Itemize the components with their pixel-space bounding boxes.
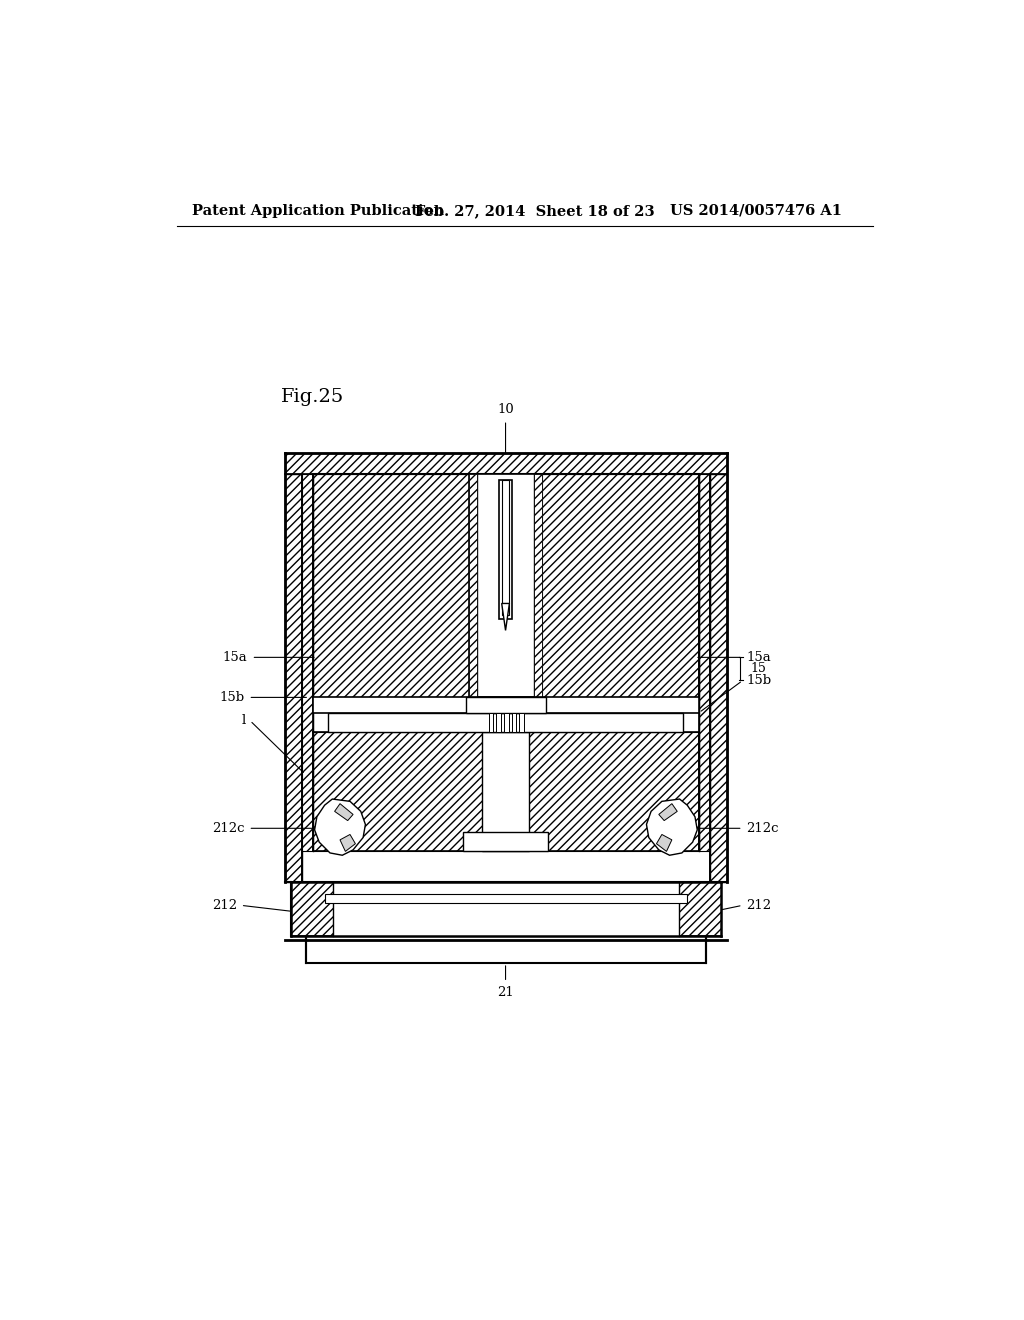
Bar — [301, 474, 313, 851]
Bar — [291, 882, 333, 936]
Bar — [519, 713, 524, 733]
Bar — [291, 882, 721, 936]
Bar — [512, 713, 516, 733]
Bar — [285, 453, 727, 474]
Text: Fig.25: Fig.25 — [281, 388, 344, 407]
Text: 15b: 15b — [746, 675, 772, 686]
Bar — [463, 832, 548, 851]
Bar — [499, 480, 512, 619]
Bar — [535, 474, 542, 697]
Bar — [313, 733, 698, 851]
Bar — [679, 882, 721, 936]
Polygon shape — [502, 603, 509, 631]
Bar — [698, 882, 721, 936]
Text: 21: 21 — [498, 986, 514, 999]
Bar — [326, 894, 686, 903]
Bar — [679, 882, 721, 936]
Text: US 2014/0057476 A1: US 2014/0057476 A1 — [670, 203, 842, 218]
Text: 15b: 15b — [219, 690, 245, 704]
Polygon shape — [646, 799, 697, 855]
Text: Feb. 27, 2014  Sheet 18 of 23: Feb. 27, 2014 Sheet 18 of 23 — [416, 203, 655, 218]
Bar — [502, 480, 509, 615]
Text: 212c: 212c — [212, 822, 245, 834]
Bar — [291, 882, 313, 936]
Polygon shape — [340, 834, 355, 851]
Text: 15a: 15a — [746, 651, 771, 664]
Bar — [497, 713, 501, 733]
Text: 212c: 212c — [746, 822, 779, 834]
Bar — [469, 474, 477, 697]
Text: 15a: 15a — [223, 651, 248, 664]
Bar — [711, 474, 727, 882]
Polygon shape — [335, 804, 353, 821]
Bar — [329, 713, 683, 733]
Bar — [291, 882, 333, 936]
Polygon shape — [656, 834, 672, 851]
Bar — [285, 474, 301, 882]
Bar — [313, 474, 469, 697]
Text: 212: 212 — [212, 899, 237, 912]
Text: Patent Application Publication: Patent Application Publication — [193, 203, 444, 218]
Bar — [488, 713, 494, 733]
Bar — [466, 697, 546, 713]
Text: l: l — [242, 714, 246, 727]
Polygon shape — [658, 804, 677, 821]
Bar — [542, 474, 698, 697]
Text: 15: 15 — [751, 663, 766, 676]
Text: 212: 212 — [746, 899, 772, 912]
Bar — [698, 474, 711, 851]
Bar — [306, 936, 706, 964]
Bar — [313, 697, 698, 713]
Bar — [469, 474, 542, 697]
Bar — [504, 713, 509, 733]
Bar — [333, 882, 679, 936]
Polygon shape — [314, 799, 366, 855]
Bar — [482, 733, 528, 851]
Text: 10: 10 — [498, 404, 514, 416]
